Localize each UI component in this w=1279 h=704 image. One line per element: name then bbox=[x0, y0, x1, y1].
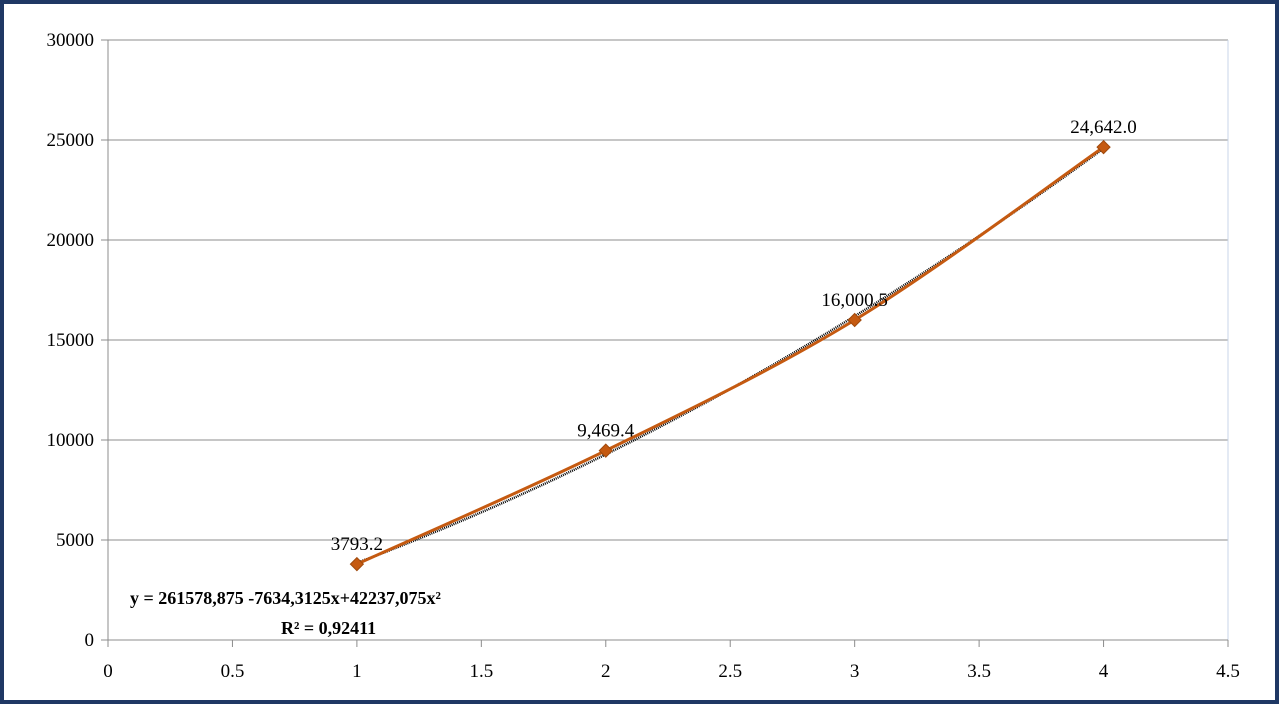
y-tick-label: 10000 bbox=[47, 430, 95, 451]
gridlines bbox=[108, 39, 1228, 541]
y-tick-label: 30000 bbox=[47, 30, 95, 51]
x-axis-ticks: 0 0.5 1 1.5 2 2.5 3 3.5 4 4.5 bbox=[103, 661, 1240, 682]
x-tick-label: 1.5 bbox=[469, 661, 493, 682]
x-tick-label: 4.5 bbox=[1216, 661, 1240, 682]
x-tick-label: 2 bbox=[601, 661, 611, 682]
y-tick-label: 15000 bbox=[47, 330, 95, 351]
y-tick-label: 0 bbox=[85, 630, 95, 651]
y-tick-label: 20000 bbox=[47, 230, 95, 251]
trendline-r-squared: R² = 0,92411 bbox=[281, 618, 376, 638]
trendline-path bbox=[356, 147, 1105, 565]
data-point-marker bbox=[598, 443, 613, 458]
data-label: 24,642.0 bbox=[1070, 117, 1137, 138]
x-tick-label: 1 bbox=[352, 661, 362, 682]
series-curve bbox=[356, 145, 1105, 566]
data-point-marker bbox=[847, 312, 862, 328]
axes bbox=[101, 39, 1229, 647]
y-tick-label: 5000 bbox=[56, 530, 94, 551]
x-tick-label: 4 bbox=[1099, 661, 1109, 682]
data-point-marker bbox=[1096, 139, 1111, 155]
x-tick-label: 3.5 bbox=[967, 661, 991, 682]
x-tick-label: 2.5 bbox=[718, 661, 742, 682]
x-tick-label: 0.5 bbox=[221, 661, 245, 682]
trendline bbox=[356, 147, 1105, 565]
y-tick-label: 25000 bbox=[47, 130, 95, 151]
data-label: 3793.2 bbox=[331, 534, 383, 555]
y-axis-ticks: 0 5000 10000 15000 20000 25000 30000 bbox=[47, 30, 95, 651]
data-points bbox=[349, 139, 1111, 572]
data-point-marker bbox=[349, 556, 365, 572]
data-labels: 3793.2 9,469.4 16,000.5 24,642.0 bbox=[331, 117, 1137, 555]
x-tick-label: 0 bbox=[103, 661, 113, 682]
x-tick-label: 3 bbox=[850, 661, 860, 682]
series-line bbox=[356, 145, 1105, 566]
trendline-equation: y = 261578,875 -7634,3125x+42237,075x² bbox=[130, 588, 441, 608]
data-label: 16,000.5 bbox=[821, 290, 888, 311]
data-label: 9,469.4 bbox=[577, 421, 635, 442]
